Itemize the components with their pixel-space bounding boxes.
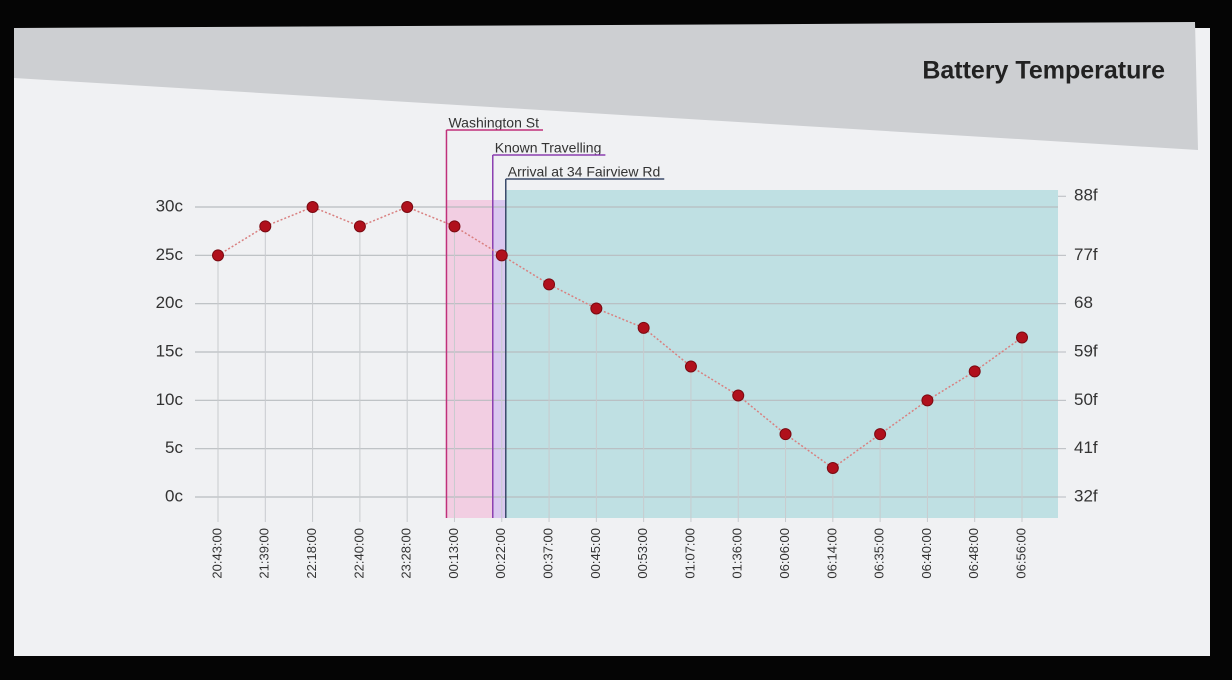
y-tick-label: 15c — [156, 341, 184, 360]
y2-tick-label: 32f — [1074, 486, 1098, 505]
x-tick-label: 00:37:00 — [540, 528, 555, 579]
y2-tick-label: 41f — [1074, 438, 1098, 457]
data-point — [401, 201, 414, 213]
shaded-region — [492, 200, 506, 518]
data-point — [826, 462, 839, 474]
x-tick-label: 01:07:00 — [682, 528, 697, 579]
x-tick-label: 06:14:00 — [824, 528, 839, 579]
data-point — [637, 321, 650, 334]
annotation-label: Arrival at 34 Fairview Rd — [508, 164, 661, 180]
x-tick-label: 22:40:00 — [351, 528, 366, 579]
x-tick-label: 00:22:00 — [493, 528, 508, 579]
y2-tick-label: 50f — [1074, 390, 1098, 409]
data-point — [353, 220, 366, 233]
x-tick-label: 20:43:00 — [209, 528, 224, 579]
x-tick-label: 06:06:00 — [777, 528, 792, 579]
x-tick-label: 21:39:00 — [257, 528, 272, 579]
y-tick-label: 20c — [156, 293, 184, 312]
data-point — [968, 365, 981, 378]
x-tick-label: 06:56:00 — [1013, 528, 1028, 579]
y2-tick-label: 68 — [1074, 293, 1093, 312]
y2-tick-label: 88f — [1074, 186, 1098, 205]
data-point — [1016, 331, 1028, 344]
data-point — [306, 201, 319, 213]
x-tick-label: 06:48:00 — [966, 528, 981, 579]
y2-tick-label: 77f — [1074, 245, 1098, 264]
data-point — [684, 360, 697, 373]
chart-title: Battery Temperature — [922, 57, 1165, 85]
x-tick-label: 06:40:00 — [919, 528, 934, 579]
header-band — [14, 22, 1198, 150]
data-point — [543, 278, 556, 291]
x-tick-label: 23:28:00 — [399, 528, 414, 579]
data-point — [448, 220, 461, 233]
y-tick-label: 10c — [156, 390, 184, 409]
data-point — [779, 428, 792, 441]
data-point — [259, 220, 272, 233]
x-tick-label: 01:36:00 — [730, 528, 745, 579]
annotation-label: Known Travelling — [495, 140, 602, 156]
x-tick-label: 00:53:00 — [635, 528, 650, 579]
x-tick-label: 06:35:00 — [872, 528, 887, 579]
x-tick-label: 00:13:00 — [446, 528, 461, 579]
y-tick-label: 0c — [165, 486, 183, 505]
annotation-label: Washington St — [448, 115, 539, 131]
series-line — [217, 206, 1023, 469]
data-point — [590, 302, 603, 315]
shaded-region — [505, 190, 1058, 518]
y-tick-label: 30c — [156, 196, 184, 215]
shaded-region — [446, 200, 493, 518]
data-point — [212, 249, 224, 262]
data-point — [495, 249, 508, 262]
y-tick-label: 25c — [156, 245, 184, 264]
data-point — [874, 428, 887, 441]
x-tick-label: 22:18:00 — [304, 528, 319, 579]
y2-tick-label: 59f — [1074, 341, 1098, 360]
y-tick-label: 5c — [165, 438, 183, 457]
x-tick-label: 00:45:00 — [588, 528, 603, 579]
data-point — [921, 394, 934, 407]
data-point — [732, 389, 745, 402]
